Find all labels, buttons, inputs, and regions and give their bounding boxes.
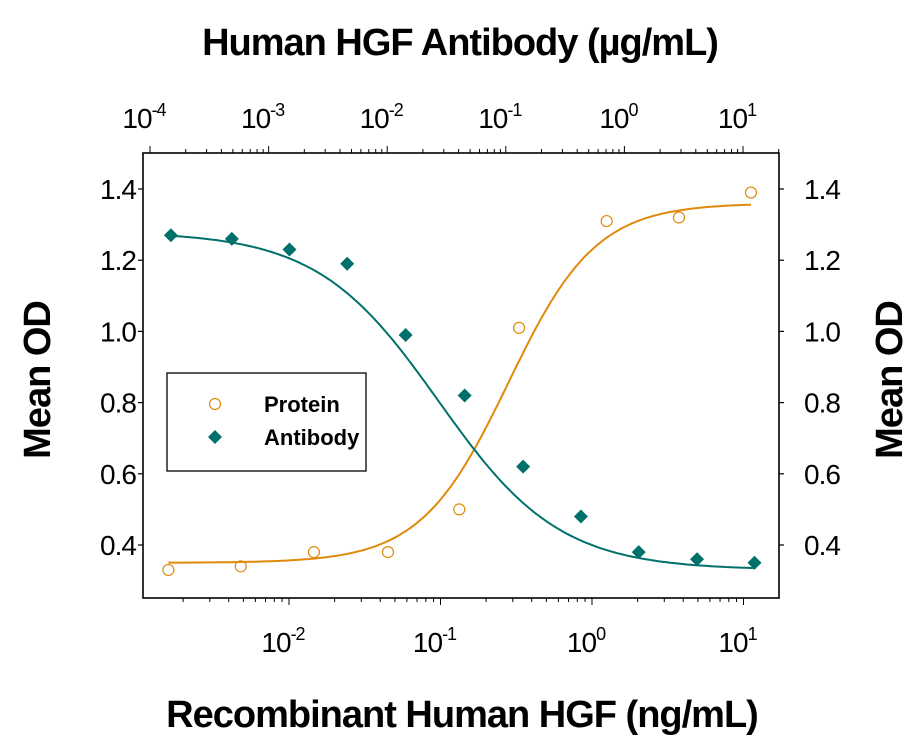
x-tick-label: 10-3 bbox=[241, 100, 285, 134]
y-tick-label-right: 0.6 bbox=[804, 459, 840, 490]
protein-data-point bbox=[162, 563, 175, 577]
y-axis-ticks: 0.4 0.4 0.6 0.6 0.8 0.8 1.0 1.0 1.2 1.2 1.4 1.4 bbox=[100, 174, 841, 561]
antibody-data-point bbox=[282, 242, 297, 257]
bottom-axis-title: Recombinant Human HGF (ng/mL) bbox=[166, 694, 758, 736]
antibody-data-point bbox=[340, 256, 355, 271]
top-axis-title: Human HGF Antibody (µg/mL) bbox=[202, 22, 718, 64]
antibody-fit-curve bbox=[170, 234, 755, 570]
x-tick-label: 101 bbox=[718, 100, 757, 134]
x-tick-label: 10-1 bbox=[478, 100, 522, 134]
data-points bbox=[162, 186, 762, 577]
left-axis-title: Mean OD bbox=[17, 301, 59, 459]
x-tick-label: 10-2 bbox=[360, 100, 404, 134]
y-tick-label-left: 0.8 bbox=[100, 388, 136, 419]
antibody-data-point bbox=[747, 555, 762, 570]
y-tick-label-left: 1.4 bbox=[100, 174, 136, 205]
x-tick-label: 10-1 bbox=[413, 624, 457, 658]
y-tick-label-left: 0.6 bbox=[100, 459, 136, 490]
open-circle-marker-icon bbox=[208, 397, 222, 411]
y-tick-label-right: 1.2 bbox=[804, 245, 840, 276]
protein-data-point bbox=[234, 560, 247, 573]
x-tick-label: 100 bbox=[567, 624, 606, 658]
legend-box bbox=[166, 372, 367, 472]
antibody-data-point bbox=[516, 459, 531, 474]
antibody-data-point bbox=[398, 327, 413, 342]
y-tick-label-right: 0.4 bbox=[804, 530, 840, 561]
antibody-data-point bbox=[163, 228, 178, 243]
filled-diamond-marker-icon bbox=[208, 430, 222, 444]
legend-label-protein: Protein bbox=[264, 392, 340, 417]
legend: Protein Antibody bbox=[166, 372, 367, 472]
protein-data-point bbox=[744, 186, 758, 199]
protein-data-point bbox=[307, 546, 320, 559]
fit-curves bbox=[168, 203, 755, 570]
x-tick-label: 10-2 bbox=[261, 624, 305, 658]
x-tick-label: 101 bbox=[718, 624, 757, 658]
antibody-data-point bbox=[573, 509, 588, 524]
antibody-data-point bbox=[457, 388, 472, 403]
protein-data-point bbox=[600, 214, 613, 228]
y-tick-label-left: 1.2 bbox=[100, 245, 136, 276]
antibody-data-point bbox=[690, 552, 705, 567]
right-axis-title: Mean OD bbox=[869, 301, 911, 459]
protein-fit-curve bbox=[168, 203, 752, 564]
antibody-data-point bbox=[224, 231, 239, 246]
protein-data-point bbox=[381, 546, 395, 559]
y-tick-label-right: 0.8 bbox=[804, 388, 840, 419]
plot-frame bbox=[142, 152, 780, 599]
y-tick-label-left: 1.0 bbox=[100, 316, 136, 347]
y-tick-label-left: 0.4 bbox=[100, 530, 136, 561]
protein-data-point bbox=[512, 321, 526, 334]
y-tick-label-right: 1.4 bbox=[804, 174, 840, 205]
antibody-data-point bbox=[631, 545, 646, 560]
protein-data-point bbox=[453, 503, 466, 516]
x-tick-label: 100 bbox=[599, 100, 638, 134]
x-tick-label: 10-4 bbox=[122, 100, 166, 134]
legend-label-antibody: Antibody bbox=[264, 425, 360, 450]
protein-data-point bbox=[672, 211, 686, 224]
y-tick-label-right: 1.0 bbox=[804, 316, 840, 347]
